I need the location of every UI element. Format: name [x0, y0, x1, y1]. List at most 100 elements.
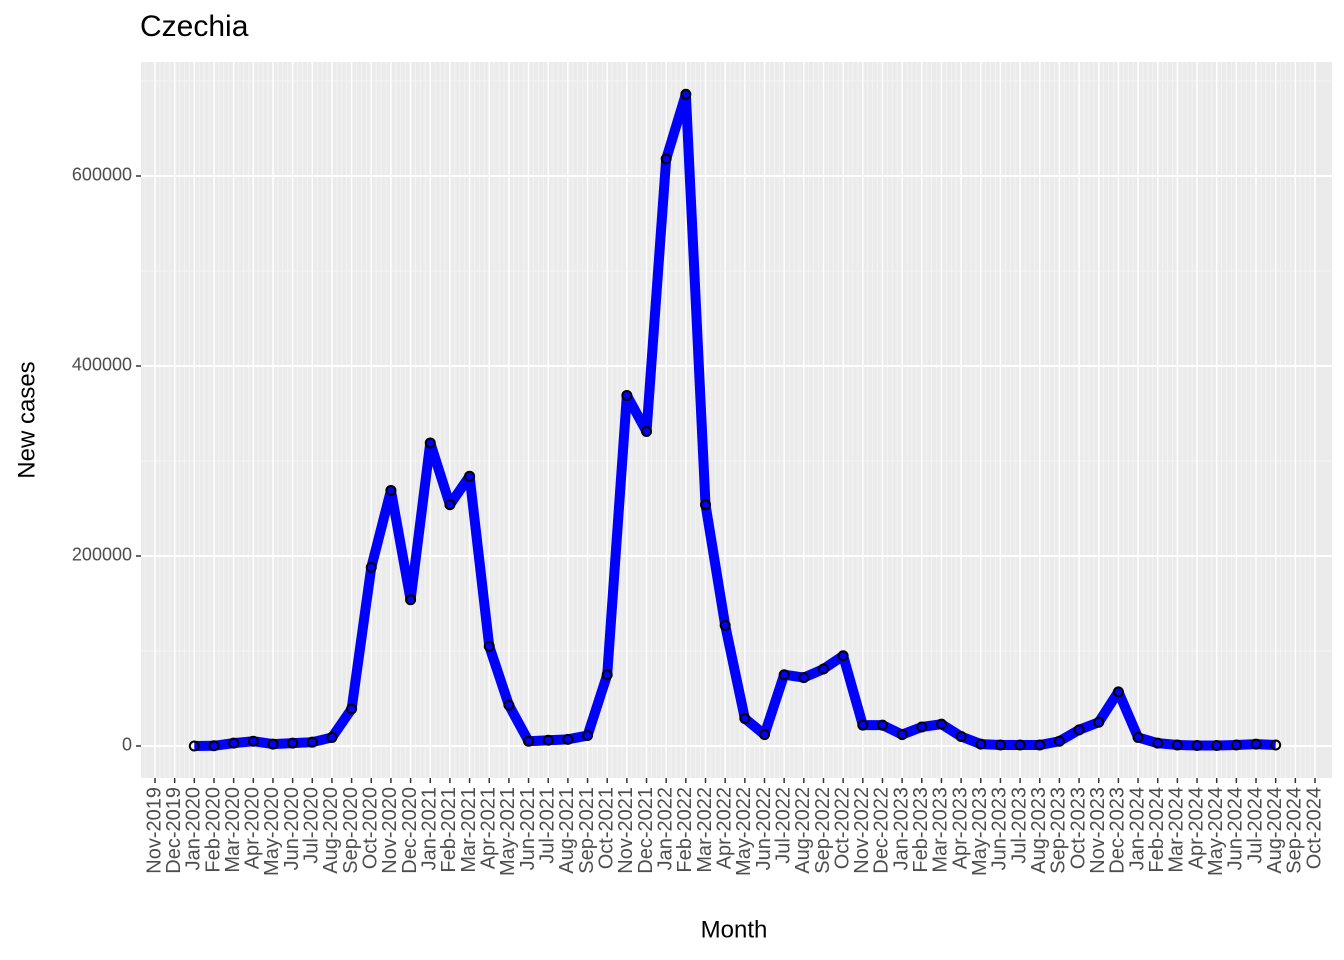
data-point	[582, 730, 594, 742]
x-tick-label: Jun-2020	[281, 787, 303, 870]
data-point	[385, 484, 397, 496]
x-tick-label: Feb-2021	[438, 787, 460, 873]
x-tick-label: Aug-2023	[1028, 787, 1050, 874]
x-tick-label: Sep-2020	[340, 787, 362, 874]
data-point	[306, 736, 318, 748]
data-point	[876, 719, 888, 731]
x-tick-label: Apr-2023	[949, 787, 971, 869]
x-tick-label: Sep-2022	[812, 787, 834, 874]
x-tick-label: May-2021	[497, 787, 519, 876]
x-tick-label: May-2024	[1205, 787, 1227, 876]
x-tick-label: Jun-2023	[989, 787, 1011, 870]
data-point	[542, 734, 554, 746]
x-tick-label: Jan-2022	[654, 787, 676, 870]
data-point	[1112, 686, 1124, 698]
y-tick-label: 200000	[72, 545, 132, 565]
data-point	[1073, 724, 1085, 736]
data-point	[837, 650, 849, 662]
data-point	[228, 737, 240, 749]
y-tick-label: 600000	[72, 165, 132, 185]
data-point	[680, 88, 692, 100]
data-point	[621, 389, 633, 401]
data-point	[916, 721, 928, 733]
x-tick-label: Oct-2021	[595, 787, 617, 869]
x-tick-label: Dec-2019	[163, 787, 185, 874]
x-tick-label: Jul-2023	[1008, 787, 1030, 864]
x-tick-label: May-2023	[969, 787, 991, 876]
data-point	[739, 712, 751, 724]
x-tick-label: Sep-2021	[576, 787, 598, 874]
x-tick-label: Oct-2024	[1303, 787, 1325, 869]
data-point	[817, 663, 829, 675]
data-point	[444, 499, 456, 511]
data-point	[483, 640, 495, 652]
x-tick-label: Sep-2024	[1284, 787, 1306, 874]
x-tick-label: Aug-2024	[1264, 787, 1286, 874]
data-point	[267, 738, 279, 750]
data-point	[601, 669, 613, 681]
x-tick-label: Oct-2020	[360, 787, 382, 869]
x-tick-label: Apr-2022	[713, 787, 735, 869]
x-tick-label: May-2020	[261, 787, 283, 876]
x-tick-label: Nov-2019	[143, 787, 165, 874]
data-point	[464, 470, 476, 482]
x-tick-label: Apr-2024	[1185, 787, 1207, 869]
data-point	[326, 731, 338, 743]
data-point	[719, 619, 731, 631]
x-tick-label: Jan-2021	[419, 787, 441, 870]
data-point	[896, 729, 908, 741]
data-point	[287, 737, 299, 749]
x-tick-label: Mar-2021	[458, 787, 480, 873]
data-point	[994, 739, 1006, 751]
data-point	[1250, 738, 1262, 750]
data-point	[955, 730, 967, 742]
data-point	[1211, 740, 1223, 752]
data-point	[247, 735, 259, 747]
x-tick-label: Oct-2023	[1067, 787, 1089, 869]
x-tick-label: Jan-2023	[890, 787, 912, 870]
x-tick-label: Mar-2023	[930, 787, 952, 873]
data-point	[365, 561, 377, 573]
x-tick-label: Aug-2020	[320, 787, 342, 874]
x-tick-label: Aug-2021	[556, 787, 578, 874]
x-tick-label: Dec-2023	[1107, 787, 1129, 874]
x-tick-label: Apr-2021	[478, 787, 500, 869]
x-tick-label: Feb-2024	[1146, 787, 1168, 873]
data-point	[1034, 739, 1046, 751]
x-tick-label: Aug-2022	[792, 787, 814, 874]
data-point	[641, 426, 653, 438]
x-tick-label: Jul-2020	[301, 787, 323, 864]
data-point	[1191, 740, 1203, 752]
data-point	[1171, 739, 1183, 751]
x-tick-label: Nov-2022	[851, 787, 873, 874]
data-point	[1014, 739, 1026, 751]
x-tick-label: Feb-2022	[674, 787, 696, 873]
x-tick-label: Nov-2021	[615, 787, 637, 874]
x-tick-label: Jul-2024	[1244, 787, 1266, 864]
data-point	[1132, 731, 1144, 743]
y-axis-title: New cases	[13, 361, 40, 478]
data-point	[700, 499, 712, 511]
data-point	[208, 740, 220, 752]
data-point	[975, 738, 987, 750]
x-tick-label: Apr-2020	[242, 787, 264, 869]
x-tick-label: Jun-2022	[753, 787, 775, 870]
x-tick-label: Feb-2023	[910, 787, 932, 873]
data-point	[503, 699, 515, 711]
data-point	[1093, 716, 1105, 728]
x-tick-label: Nov-2023	[1087, 787, 1109, 874]
x-axis-title: Month	[701, 916, 768, 943]
x-tick-label: Mar-2024	[1166, 787, 1188, 873]
data-point	[660, 153, 672, 165]
x-tick-label: Jun-2021	[517, 787, 539, 870]
data-point	[1270, 739, 1282, 751]
data-point	[778, 669, 790, 681]
x-tick-label: Dec-2021	[635, 787, 657, 874]
y-tick-label: 0	[122, 735, 132, 755]
data-point	[798, 672, 810, 684]
x-tick-label: Jul-2022	[772, 787, 794, 864]
data-point	[346, 703, 358, 715]
data-point	[1053, 735, 1065, 747]
x-tick-label: Jan-2024	[1126, 787, 1148, 870]
